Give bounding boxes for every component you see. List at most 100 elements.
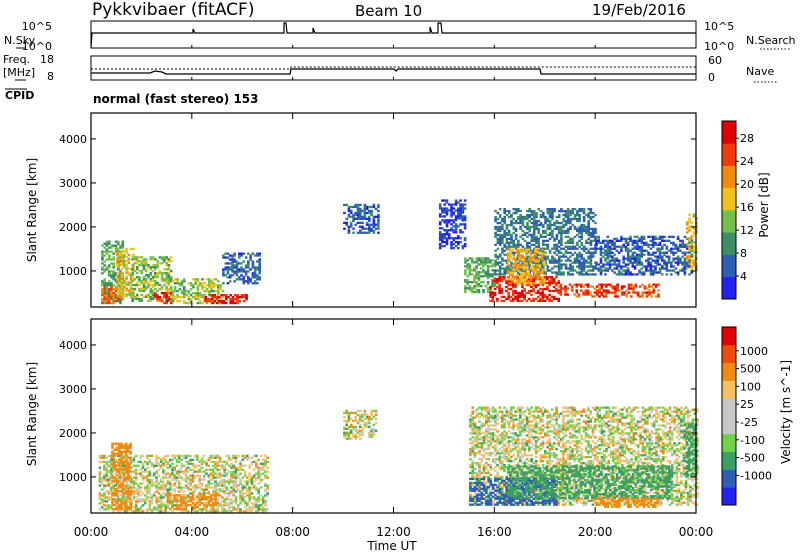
power-cell-15 — [683, 271, 687, 274]
power-cell-3 — [131, 270, 134, 273]
power-cell-12 — [544, 217, 547, 221]
power-cell-11 — [498, 291, 501, 295]
power-cell-15 — [599, 271, 603, 274]
velocity-cell-1 — [122, 456, 126, 459]
power-cell-12 — [551, 235, 554, 238]
velocity-cell-0 — [98, 484, 102, 487]
power-cell-13 — [527, 282, 530, 285]
power-cell-3 — [138, 283, 141, 287]
power-cell-11 — [555, 289, 558, 293]
power-cell-7 — [258, 270, 261, 273]
velocity-cell-2 — [198, 504, 201, 507]
velocity-cell-0 — [255, 478, 258, 481]
power-cell-12 — [514, 245, 518, 248]
power-cell-9 — [461, 217, 465, 220]
velocity-cell-0 — [109, 466, 113, 469]
power-cell-10 — [491, 259, 494, 262]
power-cell-15 — [661, 237, 664, 240]
velocity-cell-0 — [119, 466, 122, 469]
velocity-cell-1 — [118, 452, 121, 455]
velocity-cell-0 — [232, 486, 235, 489]
power-cell-7 — [235, 270, 239, 273]
power-cell-12 — [510, 245, 513, 248]
power-cell-12 — [519, 215, 522, 219]
power-cell-12 — [521, 229, 525, 233]
power-cell-8 — [345, 223, 348, 226]
power-cell-14 — [557, 289, 560, 292]
velocity-cell-0 — [212, 456, 215, 459]
power-cell-12 — [548, 233, 552, 237]
power-cell-12 — [532, 215, 536, 219]
power-cell-11 — [548, 283, 551, 287]
power-cell-15 — [665, 239, 669, 242]
power-cell-12 — [585, 247, 588, 250]
power-cell-10 — [477, 285, 481, 288]
velocity-cell-0 — [175, 454, 179, 457]
power-cell-3 — [154, 283, 157, 287]
power-cell-10 — [464, 281, 467, 284]
power-cell-3 — [149, 272, 153, 275]
power-cell-8 — [365, 231, 369, 234]
power-cell-14 — [564, 289, 567, 292]
power-cell-9 — [461, 245, 465, 248]
power-cell-15 — [683, 273, 687, 276]
power-cell-7 — [233, 254, 236, 257]
power-cell-8 — [374, 223, 378, 226]
power-cell-15 — [656, 271, 659, 274]
velocity-cell-0 — [250, 510, 254, 513]
power-cell-15 — [679, 239, 682, 242]
velocity-cell-0 — [141, 478, 145, 481]
power-cell-11 — [552, 289, 556, 293]
power-cell-12 — [585, 231, 588, 235]
power-cell-11 — [548, 279, 551, 283]
power-cell-5 — [196, 290, 200, 293]
power-cell-7 — [231, 256, 234, 259]
velocity-cell-0 — [157, 506, 161, 509]
velocity-cell-2 — [180, 498, 183, 501]
power-cell-11 — [532, 289, 535, 293]
velocity-cell-0 — [175, 460, 179, 463]
power-cell-9 — [457, 207, 460, 210]
power-cell-14 — [614, 293, 617, 296]
velocity-cell-0 — [189, 454, 192, 457]
power-cell-3 — [158, 270, 162, 273]
velocity-cell-1 — [120, 468, 123, 471]
velocity-cell-0 — [255, 462, 258, 465]
power-cell-7 — [226, 262, 230, 265]
velocity-cell-0 — [105, 508, 108, 511]
velocity-cell-0 — [132, 464, 136, 467]
velocity-cell-2 — [200, 502, 204, 505]
power-cell-5 — [210, 280, 213, 283]
power-cell-14 — [614, 295, 617, 298]
velocity-cell-0 — [103, 468, 106, 471]
power-cell-3 — [167, 274, 171, 277]
power-cell-3 — [133, 258, 137, 261]
velocity-cell-0 — [157, 488, 161, 491]
velocity-cell-1 — [118, 480, 121, 483]
power-cell-15 — [647, 251, 650, 254]
power-cell-3 — [158, 272, 162, 275]
power-cell-13 — [509, 266, 512, 269]
power-cell-11 — [521, 289, 524, 293]
velocity-cell-0 — [230, 466, 233, 469]
power-cell-0 — [101, 244, 104, 247]
freq-strip: Freq. [MHz] 18 8 60 0 Nave — [3, 53, 778, 84]
power-cell-12 — [496, 269, 500, 272]
power-cell-9 — [452, 207, 456, 210]
power-cell-15 — [636, 241, 639, 244]
power-cell-15 — [674, 251, 678, 254]
power-cell-12 — [546, 269, 550, 272]
velocity-cell-0 — [171, 472, 174, 475]
power-cell-15 — [672, 251, 675, 254]
power-cell-12 — [594, 214, 597, 217]
power-cell-15 — [636, 253, 639, 256]
power-cell-12 — [587, 229, 590, 233]
power-cell-9 — [443, 245, 446, 248]
power-cell-3 — [169, 276, 173, 279]
velocity-cell-0 — [141, 482, 145, 485]
power-cell-0 — [107, 240, 111, 243]
velocity-cell-3 — [354, 427, 357, 430]
power-cell-7 — [244, 272, 248, 275]
nsky-trace — [90, 22, 696, 49]
velocity-cell-0 — [261, 510, 265, 513]
